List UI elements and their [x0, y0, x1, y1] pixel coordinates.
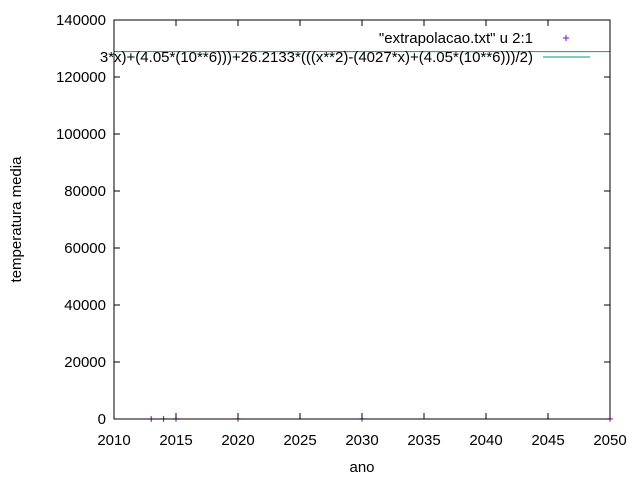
plot-frame: [113, 19, 611, 420]
x-tick-label: 2015: [159, 432, 192, 449]
legend-swatch: [563, 35, 569, 41]
legend-label: 3*x)+(4.05*(10**6)))+26.2133*(((x**2)-(4…: [100, 49, 533, 66]
x-tick-label: 2025: [283, 432, 316, 449]
y-tick-label: 20000: [64, 354, 106, 371]
y-tick-label: 80000: [64, 183, 106, 200]
x-tick-label: 2030: [345, 432, 378, 449]
y-tick-label: 0: [98, 411, 106, 428]
x-tick-label: 2040: [469, 432, 502, 449]
y-tick-label: 120000: [56, 69, 106, 86]
x-tick-label: 2020: [221, 432, 254, 449]
x-tick-label: 2010: [97, 432, 130, 449]
y-tick-label: 140000: [56, 12, 106, 29]
y-axis-label: temperatura media: [8, 156, 25, 283]
legend-label: "extrapolacao.txt" u 2:1: [379, 30, 533, 47]
y-tick-label: 60000: [64, 240, 106, 257]
y-tick-label: 100000: [56, 126, 106, 143]
axis-ticks: 2010 2015 2020 2025 2030 2035 2040 2045 2050 0 200…: [56, 12, 627, 449]
x-tick-label: 2050: [593, 432, 626, 449]
plot-content: [114, 51, 613, 422]
x-axis-label: ano: [349, 459, 374, 476]
legend: "extrapolacao.txt" u 2:1 3*x)+(4.05*(10**…: [100, 30, 590, 66]
x-tick-label: 2035: [407, 432, 440, 449]
y-tick-label: 40000: [64, 297, 106, 314]
x-tick-label: 2045: [531, 432, 564, 449]
